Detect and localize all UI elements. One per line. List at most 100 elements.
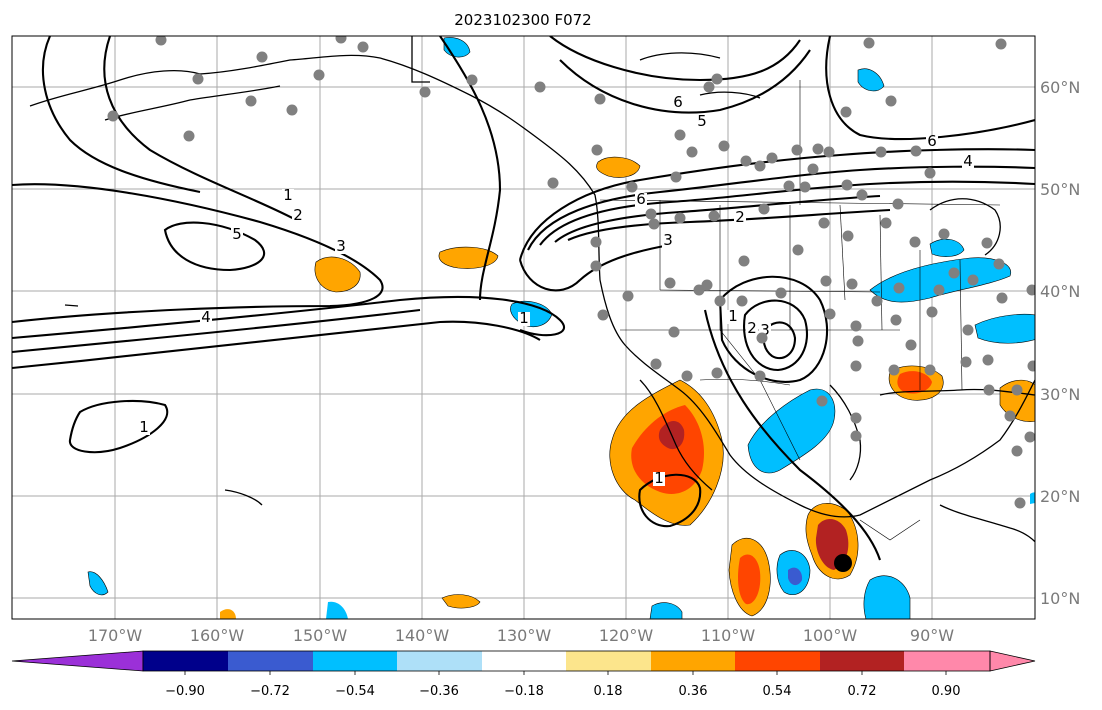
station-dot (693, 284, 705, 296)
station-dot (626, 181, 638, 193)
colorbar-segment (566, 651, 651, 671)
station-dot (842, 230, 854, 242)
station-dot (850, 360, 862, 372)
station-dot (841, 179, 853, 191)
station-dot (597, 309, 609, 321)
station-dot (823, 146, 835, 158)
contour-label-bg (662, 234, 674, 248)
contour-label: 2 (747, 319, 757, 337)
colorbar-outline (142, 650, 991, 672)
contour-label-bg (696, 115, 708, 129)
lon-label: 100°W (803, 626, 858, 645)
station-dot (948, 267, 960, 279)
longitude-labels: 170°W 160°W 150°W 140°W 130°W 120°W 110°W 100°W… (88, 626, 954, 645)
station-dot (981, 237, 993, 249)
contour-label: 3 (663, 231, 673, 249)
station-dot (807, 163, 819, 175)
station-dot (996, 292, 1008, 304)
lat-label: 60°N (1040, 78, 1080, 97)
colorbar-segment (651, 651, 735, 671)
colorbar-tick-label: −0.36 (419, 684, 459, 699)
lon-label: 160°W (190, 626, 245, 645)
colorbar-tick-label: 0.54 (763, 684, 792, 699)
colorbar-extend-min (11, 650, 144, 672)
station-dot (711, 73, 723, 85)
station-dot (982, 354, 994, 366)
station-dot (983, 384, 995, 396)
contour-lines (12, 36, 1035, 561)
station-dot (335, 36, 347, 44)
station-dot (995, 38, 1007, 50)
colorbar-tick-label: −0.72 (250, 684, 290, 699)
station-dot (818, 217, 830, 229)
lat-label: 30°N (1040, 385, 1080, 404)
station-dot (674, 129, 686, 141)
station-dot (890, 314, 902, 326)
contour-label-bg (635, 193, 647, 207)
station-dot (686, 146, 698, 158)
colorbar-segment (482, 651, 566, 671)
lon-label: 170°W (88, 626, 143, 645)
station-dot (910, 145, 922, 157)
station-dot (357, 41, 369, 53)
colorbar-segment (228, 651, 313, 671)
station-dot (754, 370, 766, 382)
station-dot (740, 155, 752, 167)
station-dot (783, 180, 795, 192)
station-dot (711, 367, 723, 379)
contour-label: 5 (697, 112, 707, 130)
contour-label: 6 (673, 93, 683, 111)
highlight-marker (834, 554, 852, 572)
station-dot (850, 430, 862, 442)
lon-label: 120°W (599, 626, 654, 645)
contour-label: 6 (636, 190, 646, 208)
station-dot (993, 258, 1005, 270)
station-dot (885, 95, 897, 107)
station-dot (840, 106, 852, 118)
map-frame (11, 35, 1036, 620)
lon-label: 90°W (910, 626, 954, 645)
lat-label: 50°N (1040, 180, 1080, 199)
station-dot (875, 146, 887, 158)
colorbar-segment (904, 651, 990, 671)
station-dot (286, 104, 298, 116)
station-dot (590, 260, 602, 272)
lat-label: 40°N (1040, 282, 1080, 301)
station-dot (812, 143, 824, 155)
station-dot (1027, 360, 1035, 372)
station-dot (756, 332, 768, 344)
colorbar-tick-label: −0.18 (504, 684, 544, 699)
contour-label-bg (292, 209, 304, 223)
lon-label: 140°W (395, 626, 450, 645)
station-dot (820, 275, 832, 287)
colorbar-tick-label: 0.72 (848, 684, 877, 699)
contour-label-bg (962, 155, 974, 169)
contour-label: 1 (728, 307, 738, 325)
contour-label: 1 (283, 186, 293, 204)
contour-label: 4 (963, 152, 973, 170)
station-dot (905, 339, 917, 351)
station-dot (590, 236, 602, 248)
colorbar-segment (313, 651, 397, 671)
station-dot (155, 36, 167, 46)
station-dot (703, 81, 715, 93)
lon-label: 150°W (293, 626, 348, 645)
station-dot (736, 295, 748, 307)
station-dot (674, 212, 686, 224)
station-dot (880, 217, 892, 229)
station-dot (650, 358, 662, 370)
contour-label-bg (335, 240, 347, 254)
colorbar-segment (397, 651, 482, 671)
station-dot (701, 279, 713, 291)
contour-label: 3 (336, 237, 346, 255)
station-dot (534, 81, 546, 93)
station-dot (1004, 410, 1016, 422)
colorbar-tick-label: −0.54 (335, 684, 375, 699)
station-dot (792, 244, 804, 256)
station-dot (419, 86, 431, 98)
station-dot (924, 167, 936, 179)
station-dot (664, 277, 676, 289)
station-dot (754, 160, 766, 172)
station-dot (183, 130, 195, 142)
